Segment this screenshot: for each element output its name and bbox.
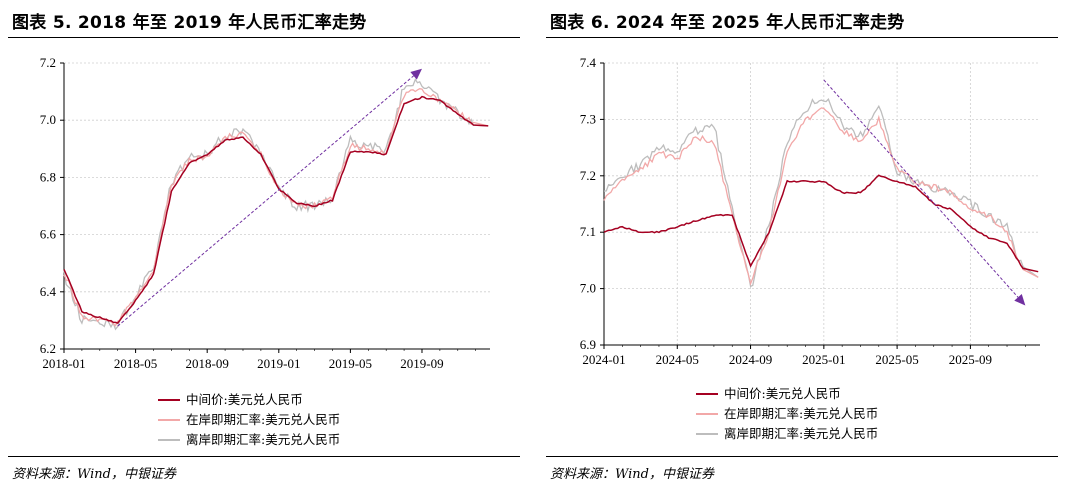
y-tick-label: 7.0	[40, 112, 56, 127]
legend-item: 中间价:美元兑人民币	[696, 384, 878, 404]
series-line-midpoint	[63, 95, 489, 324]
trend-arrow-line	[117, 75, 414, 327]
legend-label: 离岸即期汇率:美元兑人民币	[724, 426, 879, 441]
x-tick-label: 2025-05	[875, 352, 918, 367]
chart-title: 图表 6. 2024 年至 2025 年人民币汇率走势	[550, 13, 905, 33]
line-chart-2024-2025: 6.9 7.0 7.1 7.2 7.3 7.4 2024-01 2024-05 2024-09 2…	[580, 55, 1040, 367]
y-tick-label: 6.2	[40, 341, 56, 356]
x-tick-label: 2018-05	[114, 356, 157, 371]
y-tick-label: 6.8	[40, 169, 56, 184]
x-tick-label: 2019-05	[329, 356, 372, 371]
legend-item: 在岸即期汇率:美元兑人民币	[158, 410, 340, 430]
x-tick-label: 2024-01	[582, 352, 625, 367]
x-tick-label: 2025-01	[802, 352, 845, 367]
x-tick-label: 2025-09	[949, 352, 992, 367]
legend-item: 在岸即期汇率:美元兑人民币	[696, 404, 878, 424]
y-tick-label: 7.0	[580, 281, 596, 296]
legend-label: 离岸即期汇率:美元兑人民币	[186, 432, 341, 447]
legend-swatch	[158, 399, 180, 401]
line-chart-2018-2019: 6.2 6.4 6.6 6.8 7.0 7.2 2018-01 2018-05 2018-09 2…	[40, 55, 490, 371]
trend-arrow-line	[823, 79, 1019, 298]
y-tick-label: 7.2	[580, 168, 596, 183]
title-rule	[8, 37, 520, 38]
legend-swatch	[696, 413, 718, 415]
x-tick-label: 2024-05	[656, 352, 699, 367]
chart-panel-right: 图表 6. 2024 年至 2025 年人民币汇率走势 6.9 7.0 7.1 7.2…	[546, 0, 1066, 491]
legend-label: 中间价:美元兑人民币	[186, 392, 303, 407]
legend-swatch	[158, 419, 180, 421]
source-rule	[8, 456, 520, 457]
legend-item: 中间价:美元兑人民币	[158, 390, 340, 410]
chart-legend: 中间价:美元兑人民币在岸即期汇率:美元兑人民币 离岸即期汇率:美元兑人民币	[696, 384, 878, 444]
trend-arrow-head	[1014, 293, 1026, 306]
y-tick-label: 7.3	[580, 111, 596, 126]
x-tick-label: 2018-01	[42, 356, 85, 371]
legend-swatch	[696, 393, 718, 395]
x-tick-label: 2024-09	[729, 352, 772, 367]
legend-item: 离岸即期汇率:美元兑人民币	[696, 424, 878, 444]
series-line-onshore	[603, 107, 1039, 286]
x-tick-label: 2019-09	[400, 356, 443, 371]
series-line-onshore	[63, 88, 489, 327]
legend-label: 在岸即期汇率:美元兑人民币	[724, 406, 879, 421]
title-rule	[546, 37, 1058, 38]
legend-swatch	[158, 439, 180, 441]
legend-swatch	[696, 433, 718, 435]
chart-legend: 中间价:美元兑人民币在岸即期汇率:美元兑人民币 离岸即期汇率:美元兑人民币	[158, 390, 340, 450]
y-tick-label: 6.4	[40, 284, 57, 299]
chart-panel-left: 图表 5. 2018 年至 2019 年人民币汇率走势 6.2 6.4 6.6 6.8…	[8, 0, 528, 491]
legend-label: 在岸即期汇率:美元兑人民币	[186, 412, 341, 427]
legend-label: 中间价:美元兑人民币	[724, 386, 841, 401]
x-tick-label: 2018-09	[186, 356, 229, 371]
y-tick-label: 6.6	[40, 227, 57, 242]
trend-arrow-head	[410, 68, 422, 80]
series-line-midpoint	[603, 174, 1039, 273]
series-line-offshore	[603, 98, 1039, 288]
source-note: 资料来源：Wind，中银证券	[550, 467, 714, 482]
y-tick-label: 7.1	[580, 224, 596, 239]
y-tick-label: 7.2	[40, 55, 56, 70]
y-tick-label: 7.4	[580, 55, 597, 70]
source-rule	[546, 456, 1058, 457]
x-tick-label: 2019-01	[257, 356, 300, 371]
y-tick-label: 6.9	[580, 337, 596, 352]
source-note: 资料来源：Wind，中银证券	[12, 467, 176, 482]
chart-title: 图表 5. 2018 年至 2019 年人民币汇率走势	[12, 13, 367, 33]
legend-item: 离岸即期汇率:美元兑人民币	[158, 430, 340, 450]
